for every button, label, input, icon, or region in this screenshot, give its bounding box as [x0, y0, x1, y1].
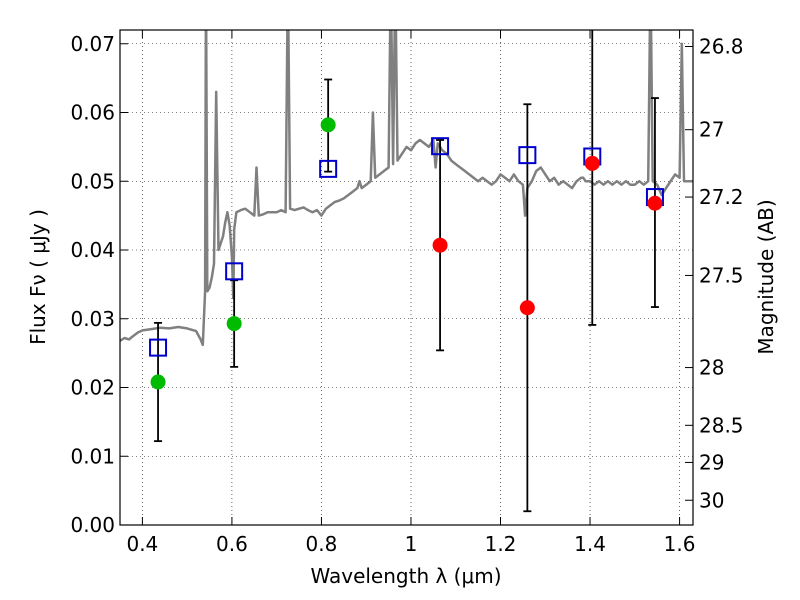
y-tick-label: 0.07 — [70, 32, 115, 56]
y-tick-label: 0.02 — [70, 376, 115, 400]
x-tick-label: 1.6 — [664, 532, 696, 556]
circle-marker — [150, 374, 166, 390]
x-tick-label: 1 — [405, 532, 418, 556]
circle-marker — [432, 237, 448, 253]
circle-marker — [320, 117, 336, 133]
plot-frame — [119, 29, 694, 526]
right-tick-label: 29 — [699, 450, 724, 474]
y-axis-label: Flux Fν ( μJy ) — [26, 209, 50, 345]
right-tick-label: 27 — [699, 118, 724, 142]
y-axis-right-label: Magnitude (AB) — [754, 199, 778, 354]
circle-marker — [226, 316, 242, 332]
circle-marker — [647, 195, 663, 211]
grid-lines — [120, 30, 693, 526]
x-tick-label: 0.8 — [306, 532, 338, 556]
right-tick-label: 28 — [699, 356, 724, 380]
y-tick-label: 0.05 — [70, 169, 115, 193]
square-marker — [518, 146, 537, 165]
right-tick-label: 28.5 — [699, 413, 744, 437]
square-marker — [431, 137, 450, 156]
spectrum-layer — [120, 30, 693, 347]
square-marker — [225, 262, 244, 281]
right-tick-label: 26.8 — [699, 35, 744, 59]
y-tick-label: 0.04 — [70, 238, 115, 262]
right-tick-label: 27.5 — [699, 263, 744, 287]
right-tick-label: 27.2 — [699, 185, 744, 209]
y-tick-label: 0.06 — [70, 101, 115, 125]
data-markers — [149, 117, 664, 390]
square-marker — [319, 159, 338, 178]
circle-marker — [519, 300, 535, 316]
right-tick-label: 30 — [699, 488, 724, 512]
y-tick-label: 0.00 — [70, 513, 115, 537]
y-tick-label: 0.01 — [70, 444, 115, 468]
circle-marker — [584, 155, 600, 171]
axis-ticks: 0.4 0.6 0.8 1 1.2 1.4 1.6 0.00 0.01 0.02 0.03 0.04 0… — [70, 30, 744, 556]
x-tick-label: 1.2 — [485, 532, 517, 556]
x-axis-label: Wavelength λ (μm) — [310, 564, 501, 588]
spectrum-line — [120, 30, 693, 347]
x-tick-label: 0.6 — [216, 532, 248, 556]
x-tick-label: 1.4 — [574, 532, 606, 556]
square-marker — [149, 338, 168, 357]
y-tick-label: 0.03 — [70, 307, 115, 331]
x-tick-label: 0.4 — [126, 532, 158, 556]
